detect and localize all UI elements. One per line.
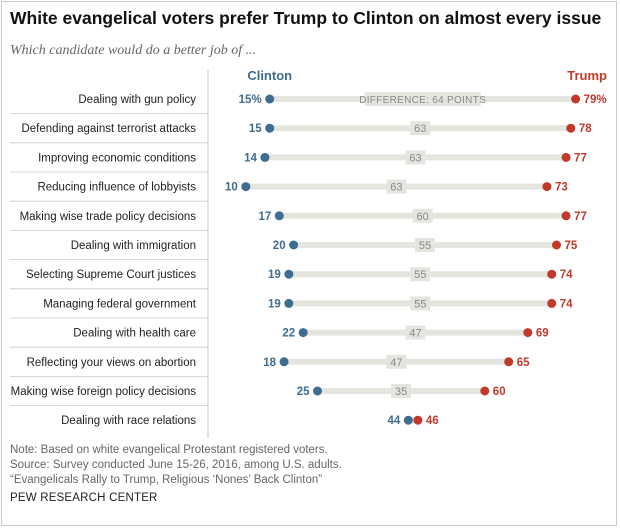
category-label: Making wise trade policy decisions — [20, 211, 197, 223]
trump-value-label: 77 — [574, 152, 587, 164]
difference-label-bg — [412, 208, 433, 223]
trump-value-label: 77 — [574, 211, 587, 223]
chart-subtitle: Which candidate would do a better job of… — [10, 43, 257, 58]
trump-dot — [561, 211, 571, 221]
trump-value-label: 74 — [560, 269, 573, 281]
trump-dot — [571, 94, 581, 104]
category-label: Dealing with immigration — [71, 240, 196, 252]
clinton-dot — [284, 269, 294, 279]
trump-value-label: 69 — [536, 328, 549, 340]
clinton-value-label: 44 — [388, 415, 401, 427]
clinton-value-label: 10 — [225, 182, 238, 194]
category-label: Dealing with health care — [73, 328, 196, 340]
difference-label: 60 — [417, 211, 429, 223]
clinton-dot — [313, 386, 322, 396]
clinton-dot — [284, 298, 294, 308]
trump-dot — [566, 123, 576, 133]
source-organization: PEW RESEARCH CENTER — [10, 492, 158, 504]
trump-value-label: 79% — [584, 94, 607, 106]
clinton-value-label: 15% — [239, 94, 262, 106]
difference-label-bg — [405, 150, 426, 165]
difference-label: 47 — [390, 357, 402, 369]
note-text: Note: Based on white evangelical Protest… — [10, 444, 328, 456]
category-label: Reflecting your views on abortion — [27, 357, 196, 369]
clinton-dot — [289, 240, 299, 250]
clinton-dot — [274, 211, 284, 221]
trump-value-label: 73 — [555, 182, 568, 194]
difference-label-bg — [391, 384, 412, 398]
difference-label-bg — [405, 325, 426, 340]
category-label: Reducing influence of lobbyists — [37, 182, 196, 194]
trump-value-label: 78 — [579, 123, 592, 135]
category-label: Making wise foreign policy decisions — [11, 386, 197, 398]
trump-dot — [480, 386, 490, 396]
clinton-dot — [298, 328, 308, 338]
category-label: Dealing with race relations — [61, 415, 196, 427]
clinton-value-label: 17 — [258, 211, 271, 223]
trump-value-label: 65 — [517, 357, 530, 369]
legend-trump: Trump — [567, 68, 607, 83]
clinton-dot — [265, 94, 275, 104]
trump-dot — [523, 328, 533, 338]
difference-label-bg — [386, 354, 407, 369]
category-label: Managing federal government — [43, 298, 197, 310]
difference-label-bg — [410, 296, 431, 311]
legend-clinton: Clinton — [247, 68, 292, 83]
difference-label: 63 — [414, 123, 426, 135]
difference-label: 55 — [414, 298, 426, 310]
clinton-value-label: 19 — [268, 269, 281, 281]
difference-label: 55 — [419, 240, 431, 252]
category-label: Improving economic conditions — [38, 152, 196, 164]
trump-value-label: 74 — [560, 298, 573, 310]
difference-label: 35 — [395, 386, 407, 398]
source-text: Source: Survey conducted June 15-26, 201… — [10, 459, 342, 471]
category-label: Selecting Supreme Court justices — [26, 269, 196, 281]
difference-label-bg — [386, 179, 407, 194]
trump-value-label: 60 — [493, 386, 506, 398]
difference-label: 47 — [409, 328, 421, 340]
trump-dot — [547, 269, 557, 279]
clinton-dot — [265, 123, 275, 133]
clinton-value-label: 19 — [268, 298, 281, 310]
difference-label-bg — [410, 267, 431, 282]
difference-label: 55 — [414, 269, 426, 281]
clinton-dot — [260, 152, 270, 162]
report-title-text: “Evangelicals Rally to Trump, Religious … — [10, 474, 323, 486]
clinton-value-label: 20 — [273, 240, 286, 252]
category-label: Dealing with gun policy — [78, 94, 196, 106]
trump-dot — [552, 240, 561, 250]
chart-title: White evangelical voters prefer Trump to… — [10, 8, 602, 28]
clinton-value-label: 22 — [282, 328, 295, 340]
trump-dot — [542, 182, 552, 192]
clinton-dot — [279, 357, 289, 367]
trump-dot — [504, 357, 514, 367]
clinton-dot — [403, 415, 413, 425]
clinton-value-label: 15 — [249, 123, 262, 135]
clinton-value-label: 25 — [297, 386, 310, 398]
difference-label: 63 — [409, 152, 421, 164]
difference-label-bg — [410, 121, 431, 136]
trump-dot — [413, 415, 423, 425]
category-label: Defending against terrorist attacks — [21, 123, 196, 135]
clinton-value-label: 18 — [263, 357, 276, 369]
difference-label-bg — [364, 92, 481, 106]
trump-value-label: 75 — [565, 240, 578, 252]
difference-label-bg — [415, 238, 436, 252]
clinton-value-label: 14 — [244, 152, 257, 164]
trump-value-label: 46 — [426, 415, 439, 427]
trump-dot — [547, 298, 557, 308]
difference-label: 63 — [390, 182, 402, 194]
difference-label: DIFFERENCE: 64 POINTS — [359, 95, 486, 106]
trump-dot — [561, 152, 571, 162]
clinton-dot — [241, 182, 251, 192]
